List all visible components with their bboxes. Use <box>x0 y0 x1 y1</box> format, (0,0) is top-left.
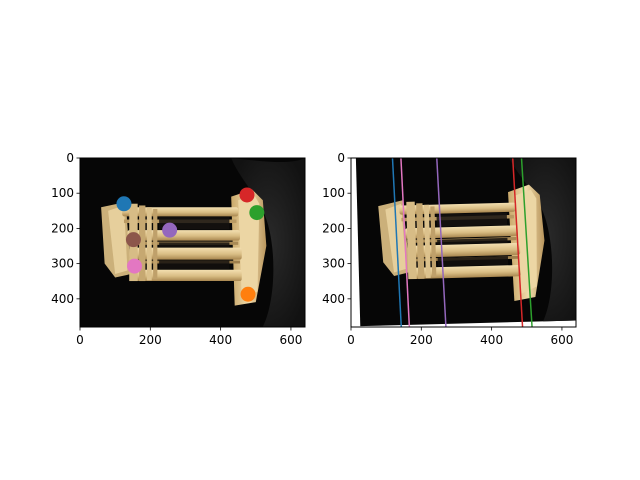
left-x-ticks: 0 200 400 600 <box>76 327 302 347</box>
left-markers <box>116 187 265 302</box>
keypoint-marker-7 <box>126 258 142 274</box>
right-x-tick-label: 0 <box>347 333 355 347</box>
left-x-tick-label: 0 <box>76 333 84 347</box>
right-y-tick-label: 400 <box>322 292 345 306</box>
right-axes: 0 200 400 600 0 100 200 300 400 <box>322 151 577 347</box>
left-x-tick-label: 400 <box>209 333 232 347</box>
left-image <box>80 158 305 327</box>
epipolar-line-1 <box>391 158 403 327</box>
right-x-tick-label: 400 <box>480 333 503 347</box>
left-x-tick-label: 600 <box>279 333 302 347</box>
left-y-tick-label: 300 <box>51 257 74 271</box>
right-epipolar-lines <box>391 158 533 327</box>
left-x-tick-label: 200 <box>139 333 162 347</box>
right-y-ticks: 0 100 200 300 400 <box>322 151 351 306</box>
right-y-tick-label: 200 <box>322 221 345 235</box>
left-axes-frame <box>79 157 306 328</box>
right-y-tick-label: 0 <box>337 151 345 165</box>
epipolar-line-4 <box>511 158 524 327</box>
left-y-tick-label: 200 <box>51 221 74 235</box>
left-y-ticks: 0 100 200 300 400 <box>51 151 80 306</box>
keypoint-marker-4 <box>239 187 255 203</box>
epipolar-line-2 <box>400 158 411 327</box>
right-image <box>355 158 576 327</box>
keypoint-marker-5 <box>162 222 178 238</box>
right-y-tick-label: 100 <box>322 186 345 200</box>
left-y-tick-label: 400 <box>51 292 74 306</box>
epipolar-line-3 <box>436 158 447 327</box>
epipolar-line-5 <box>520 158 533 327</box>
keypoint-marker-1 <box>116 196 132 212</box>
right-y-tick-label: 300 <box>322 257 345 271</box>
keypoint-marker-2 <box>240 286 256 302</box>
right-axes-frame <box>350 157 577 328</box>
left-y-tick-label: 100 <box>51 186 74 200</box>
right-x-tick-label: 600 <box>550 333 573 347</box>
left-axes: 0 200 400 600 0 100 200 300 400 <box>51 151 306 347</box>
right-x-ticks: 0 200 400 600 <box>347 327 573 347</box>
left-y-tick-label: 0 <box>66 151 74 165</box>
right-x-tick-label: 200 <box>410 333 433 347</box>
keypoint-marker-6 <box>125 232 141 248</box>
keypoint-marker-3 <box>249 205 265 221</box>
